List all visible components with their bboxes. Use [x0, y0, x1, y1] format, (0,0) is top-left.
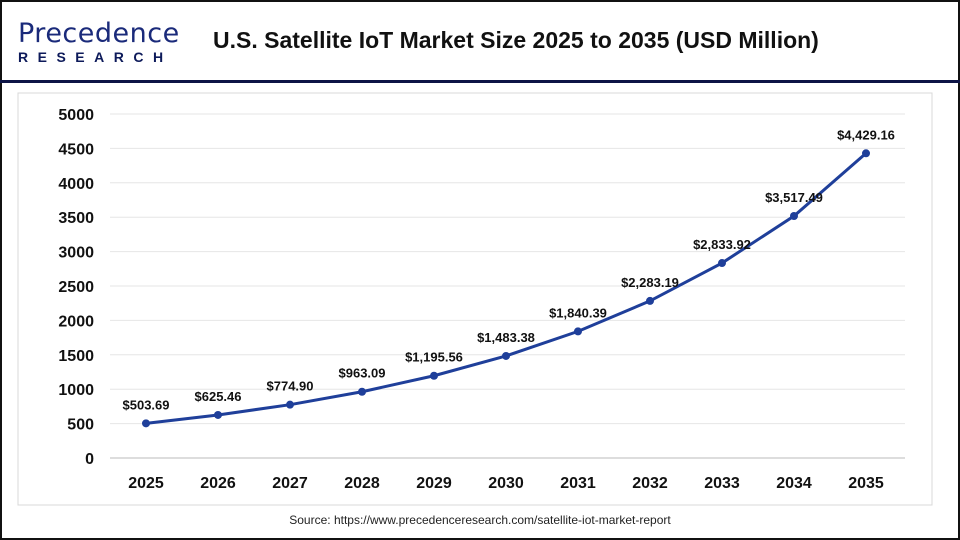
- y-tick-label: 3500: [58, 210, 94, 227]
- data-point: [862, 149, 870, 158]
- y-tick-label: 5000: [58, 107, 94, 124]
- data-label: $1,840.39: [549, 305, 607, 320]
- y-tick-label: 500: [67, 417, 94, 434]
- data-point: [358, 387, 366, 396]
- y-tick-label: 1000: [58, 382, 94, 399]
- data-point: [502, 351, 510, 360]
- logo-text-top: Precedence: [18, 18, 180, 49]
- y-tick-label: 3000: [58, 245, 94, 262]
- x-tick-label: 2031: [560, 475, 596, 492]
- data-label: $1,195.56: [405, 350, 463, 365]
- data-point: [574, 327, 582, 336]
- data-label: $4,429.16: [837, 127, 895, 142]
- x-tick-label: 2030: [488, 475, 524, 492]
- data-label: $503.69: [123, 397, 170, 412]
- x-tick-label: 2028: [344, 475, 380, 492]
- logo: Precedence RESEARCH: [18, 18, 180, 66]
- x-tick-label: 2034: [776, 475, 812, 492]
- y-tick-label: 2000: [58, 313, 94, 330]
- logo-text-bottom: RESEARCH: [18, 49, 173, 65]
- x-tick-label: 2035: [848, 475, 884, 492]
- plot-border: [17, 92, 933, 506]
- data-point: [286, 400, 294, 409]
- header-divider: [0, 80, 960, 83]
- y-tick-label: 1500: [58, 348, 94, 365]
- chart-title: U.S. Satellite IoT Market Size 2025 to 2…: [213, 27, 819, 53]
- data-point: [718, 259, 726, 268]
- data-label: $2,283.19: [621, 275, 679, 290]
- data-point: [142, 419, 150, 428]
- data-label: $625.46: [195, 389, 242, 404]
- data-point: [646, 296, 654, 305]
- x-tick-label: 2026: [200, 475, 236, 492]
- data-label: $1,483.38: [477, 330, 535, 345]
- series-line: [145, 152, 867, 425]
- y-tick-label: 0: [85, 451, 94, 468]
- data-label: $963.09: [339, 366, 386, 381]
- y-tick-label: 2500: [58, 279, 94, 296]
- data-point: [430, 371, 438, 380]
- y-tick-label: 4000: [58, 176, 94, 193]
- y-tick-label: 4500: [58, 141, 94, 158]
- source-note: Source: https://www.precedenceresearch.c…: [289, 513, 671, 527]
- data-label: $774.90: [267, 379, 314, 394]
- data-label: $2,833.92: [693, 237, 751, 252]
- x-tick-label: 2029: [416, 475, 452, 492]
- x-tick-label: 2025: [128, 475, 164, 492]
- data-label: $3,517.49: [765, 190, 823, 205]
- data-point: [790, 211, 798, 220]
- data-point: [214, 410, 222, 419]
- x-tick-label: 2032: [632, 475, 668, 492]
- x-tick-label: 2027: [272, 475, 308, 492]
- x-tick-label: 2033: [704, 475, 740, 492]
